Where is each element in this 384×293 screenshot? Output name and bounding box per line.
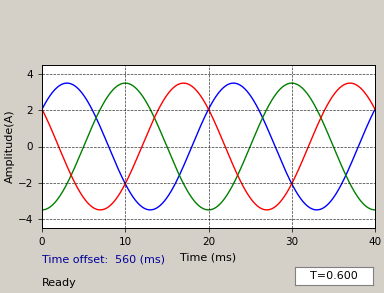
Text: Time offset:  560 (ms): Time offset: 560 (ms) <box>42 255 165 265</box>
Text: T=0.600: T=0.600 <box>310 271 358 281</box>
X-axis label: Time (ms): Time (ms) <box>180 253 237 263</box>
Text: Ready: Ready <box>42 278 77 288</box>
Y-axis label: Amplitude(A): Amplitude(A) <box>5 110 15 183</box>
